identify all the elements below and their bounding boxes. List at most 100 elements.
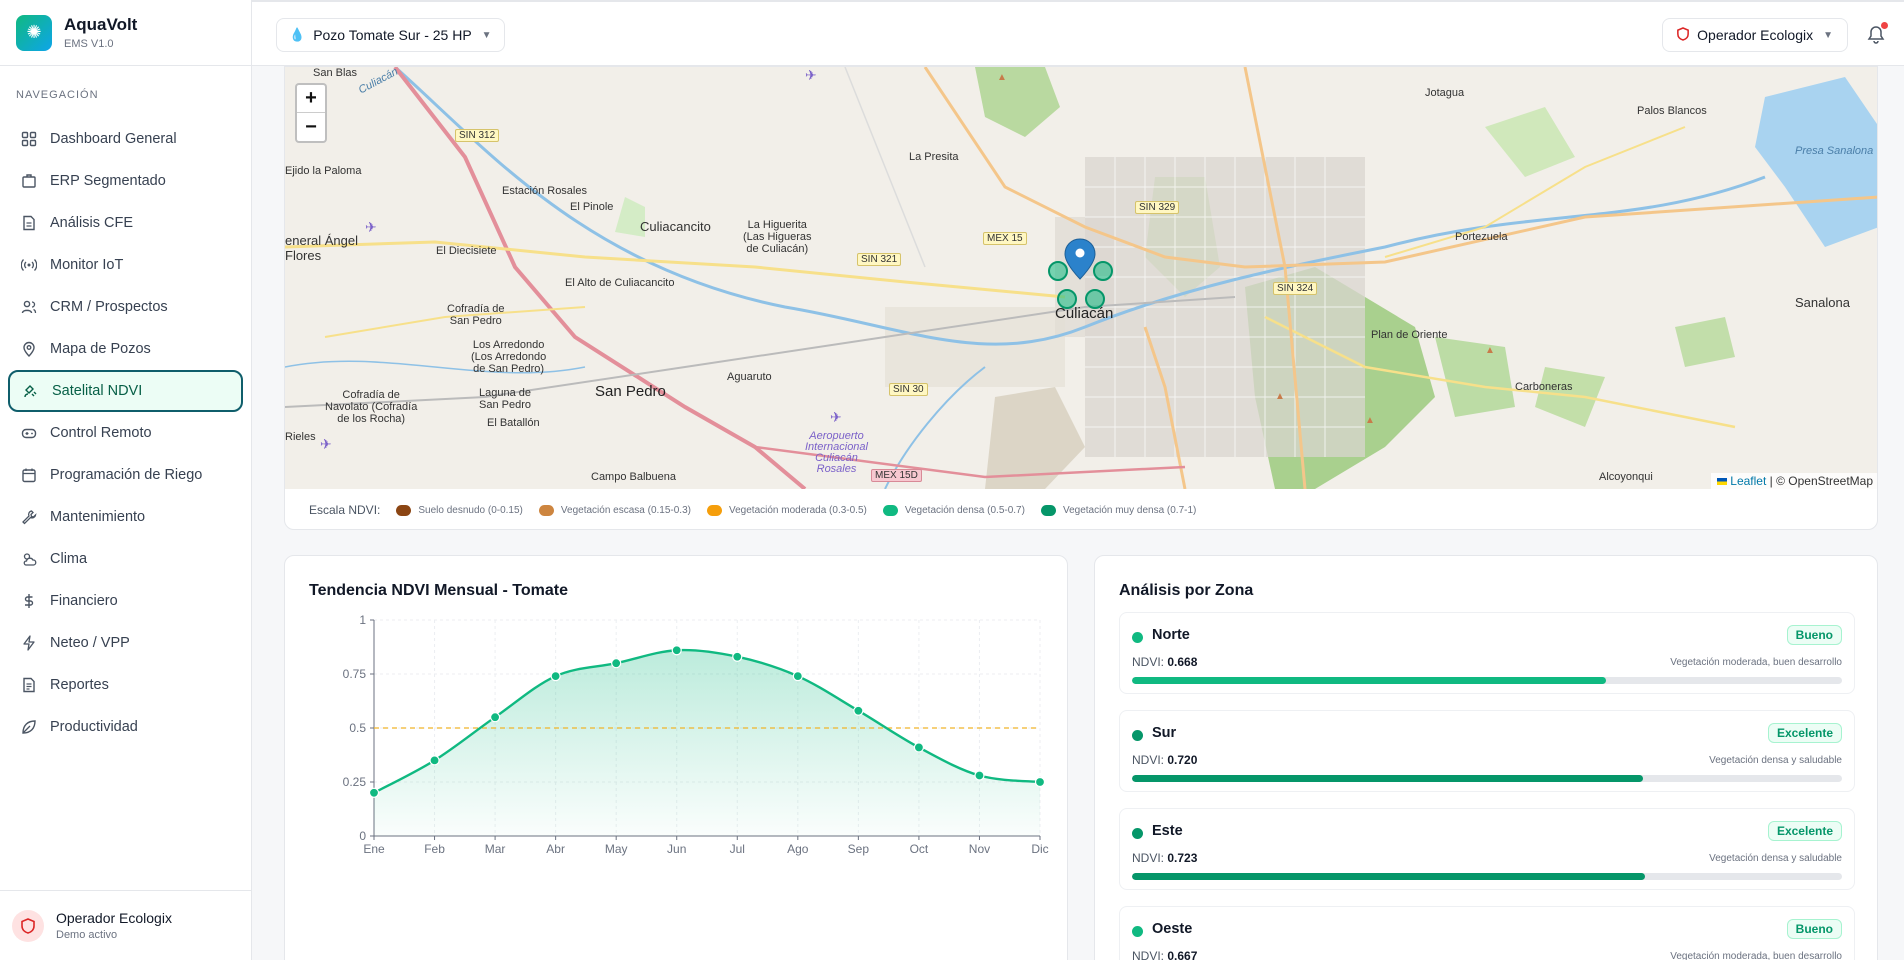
- zone-card-este[interactable]: Este Excelente NDVI: 0.723 Vegetación densa…: [1119, 808, 1855, 890]
- svg-text:▲: ▲: [997, 72, 1007, 83]
- zone-marker-oeste[interactable]: [1057, 289, 1077, 309]
- x-tick-label: Feb: [424, 842, 445, 856]
- zone-ndvi-bar: [1132, 677, 1842, 684]
- zone-marker-norte[interactable]: [1048, 261, 1068, 281]
- zone-card-oeste[interactable]: Oeste Bueno NDVI: 0.667 Vegetación moderada…: [1119, 906, 1855, 960]
- legend-label: Vegetación escasa (0.15-0.3): [560, 504, 691, 516]
- osm-attribution[interactable]: | © OpenStreetMap: [1769, 474, 1873, 488]
- notification-dot: [1881, 22, 1888, 29]
- sidebar-item-label: Clima: [50, 551, 88, 567]
- ndvi-data-point: [489, 712, 501, 723]
- svg-text:✈: ✈: [830, 409, 842, 425]
- map-label: Aeropuerto Internacional Culiacán Rosale…: [805, 430, 868, 475]
- sidebar-item-mantenimiento[interactable]: Mantenimiento: [8, 496, 243, 538]
- zoom-control: + −: [295, 83, 327, 143]
- sidebar-item-financiero[interactable]: Financiero: [8, 580, 243, 622]
- map-label: Culiacancito: [640, 219, 711, 234]
- ndvi-data-point: [732, 651, 743, 662]
- legend-title: Escala NDVI:: [309, 503, 381, 517]
- map-label: San Blas: [313, 67, 358, 79]
- well-location-pin-icon[interactable]: [1064, 238, 1096, 280]
- ndvi-data-point: [671, 645, 682, 656]
- zone-marker-este[interactable]: [1093, 261, 1113, 281]
- zone-marker-sur[interactable]: [1085, 289, 1105, 309]
- ndvi-trend-card: Tendencia NDVI Mensual - Tomate 0 0.25 0.5…: [284, 555, 1068, 960]
- sidebar-item-monitor-iot[interactable]: Monitor IoT: [8, 244, 243, 286]
- highway-shield: SIN 324: [1273, 282, 1318, 295]
- map-label: San Pedro: [595, 383, 666, 400]
- sidebar-item-mapa-de-pozos[interactable]: Mapa de Pozos: [8, 328, 243, 370]
- legend-items: Suelo desnudo (0-0.15) Vegetación escasa …: [396, 504, 1212, 516]
- chevron-down-icon: ▼: [1823, 29, 1833, 41]
- x-tick-label: Mar: [485, 842, 506, 856]
- chart-title: Tendencia NDVI Mensual - Tomate: [309, 582, 569, 599]
- sidebar-item-erp-segmentado[interactable]: ERP Segmentado: [8, 160, 243, 202]
- zone-ndvi-label: NDVI:: [1132, 851, 1165, 865]
- leaflet-link[interactable]: Leaflet: [1730, 474, 1767, 488]
- shield-avatar-icon: [12, 909, 44, 942]
- zoom-in-button[interactable]: +: [297, 85, 325, 113]
- sidebar-item-crm-prospectos[interactable]: CRM / Prospectos: [8, 286, 243, 328]
- building-icon: [20, 172, 38, 190]
- brand[interactable]: ✺ AquaVolt EMS V1.0: [0, 0, 251, 66]
- user-name: Operador Ecologix: [56, 910, 172, 926]
- leaf-icon: [20, 718, 38, 736]
- sidebar-item-reportes[interactable]: Reportes: [8, 664, 243, 706]
- well-selector[interactable]: 💧 Pozo Tomate Sur - 25 HP ▼: [276, 18, 505, 52]
- zone-card-norte[interactable]: Norte Bueno NDVI: 0.668 Vegetación moderada…: [1119, 612, 1855, 694]
- ndvi-data-point: [550, 671, 561, 682]
- legend-item: Vegetación moderada (0.3-0.5): [706, 504, 867, 516]
- zone-ndvi-fill: [1132, 677, 1607, 684]
- map-tiles: ✈ ✈ ✈ ✈ ▲ ▲ ▲ ▲: [285, 67, 1877, 489]
- sidebar-item-análisis-cfe[interactable]: Análisis CFE: [8, 202, 243, 244]
- legend-item: Suelo desnudo (0-0.15): [396, 504, 523, 516]
- y-tick-label: 0.75: [343, 667, 367, 681]
- zone-ndvi-label: NDVI:: [1132, 949, 1165, 960]
- sidebar-item-label: Monitor IoT: [50, 257, 124, 273]
- notifications-bell-icon[interactable]: [1866, 22, 1888, 44]
- satellite-map[interactable]: ✈ ✈ ✈ ✈ ▲ ▲ ▲ ▲ San Blas Culiacán SIN 31…: [285, 67, 1877, 489]
- sidebar-item-control-remoto[interactable]: Control Remoto: [8, 412, 243, 454]
- water-drop-icon: 💧: [289, 27, 306, 42]
- sidebar-item-programación-de-riego[interactable]: Programación de Riego: [8, 454, 243, 496]
- sidebar-item-label: Mantenimiento: [50, 509, 146, 525]
- legend-item: Vegetación muy densa (0.7-1): [1040, 504, 1197, 516]
- legend-label: Vegetación muy densa (0.7-1): [1062, 504, 1197, 516]
- satellite-icon: [22, 382, 40, 400]
- sidebar-item-label: Mapa de Pozos: [50, 341, 151, 357]
- operator-selector[interactable]: Operador Ecologix ▼: [1662, 18, 1848, 52]
- brand-name: AquaVolt: [64, 15, 138, 34]
- x-tick-label: Abr: [546, 842, 565, 856]
- sidebar-item-label: Dashboard General: [50, 131, 177, 147]
- legend-label: Suelo desnudo (0-0.15): [418, 504, 523, 516]
- ndvi-legend: Escala NDVI: Suelo desnudo (0-0.15) Veget…: [285, 489, 1877, 529]
- map-label: Jotagua: [1425, 87, 1465, 99]
- zone-name: Sur: [1152, 725, 1177, 741]
- user-status: Demo activo: [56, 929, 118, 941]
- map-label: El Pinole: [570, 201, 614, 213]
- grid-icon: [20, 130, 38, 148]
- zoom-out-button[interactable]: −: [305, 115, 317, 138]
- map-label: El Batallón: [487, 417, 540, 429]
- highway-shield: MEX 15D: [871, 469, 922, 482]
- zone-status-badge: Bueno: [1786, 919, 1842, 939]
- legend-swatch: [706, 504, 722, 516]
- sidebar-item-neteo-vpp[interactable]: Neteo / VPP: [8, 622, 243, 664]
- y-tick-label: 0: [359, 829, 366, 843]
- map-label: El Diecisiete: [436, 245, 497, 257]
- zone-ndvi: NDVI: 0.720: [1132, 753, 1197, 767]
- map-label: Portezuela: [1455, 231, 1508, 243]
- legend-swatch: [538, 504, 554, 516]
- map-label: Ejido la Paloma: [285, 165, 362, 177]
- x-tick-label: Ene: [363, 842, 385, 856]
- sidebar-item-satelital-ndvi[interactable]: Satelital NDVI: [8, 370, 243, 412]
- brand-version: EMS V1.0: [64, 38, 114, 50]
- zone-card-sur[interactable]: Sur Excelente NDVI: 0.720 Vegetación densa …: [1119, 710, 1855, 792]
- sidebar-item-clima[interactable]: Clima: [8, 538, 243, 580]
- users-icon: [20, 298, 38, 316]
- zone-status-dot: [1132, 730, 1143, 741]
- user-profile[interactable]: Operador Ecologix Demo activo: [0, 890, 251, 960]
- sidebar-item-label: Control Remoto: [50, 425, 152, 441]
- sidebar-item-dashboard-general[interactable]: Dashboard General: [8, 118, 243, 160]
- sidebar-item-productividad[interactable]: Productividad: [8, 706, 243, 748]
